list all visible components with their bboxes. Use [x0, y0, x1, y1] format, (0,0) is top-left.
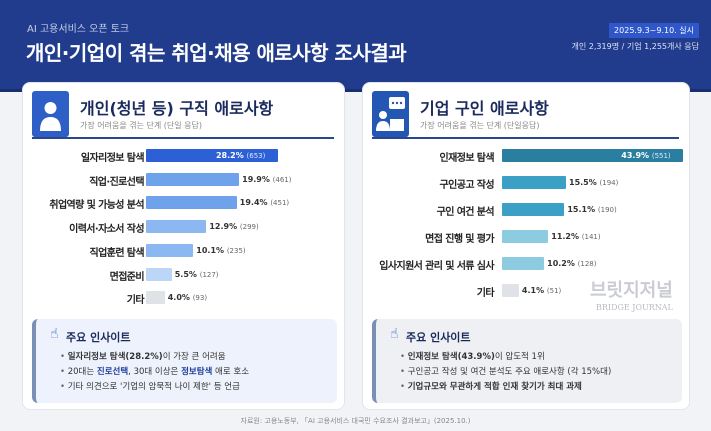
bar-value: 11.2% (141) [551, 232, 601, 241]
bar-label: 기타 [126, 295, 145, 307]
bar-value: 10.1% (235) [196, 245, 246, 255]
bar-value: 10.2% (128) [547, 259, 597, 268]
insight-item: 인재정보 탐색(43.9%)이 압도적 1위 [400, 350, 682, 362]
bar [146, 149, 278, 162]
insight-item: 구인공고 작성 및 여건 분석도 주요 애로사항 (각 15%대) [400, 365, 682, 377]
bar-value: 19.9% (461) [242, 174, 292, 184]
bar-value: 28.2% (653) [215, 151, 266, 160]
bar-label: 구인 여건 분석 [436, 207, 495, 218]
insight-item: 20대는 진로선택, 30대 이상은 정보탐색 애로 호소 [60, 365, 337, 377]
bar-label: 이력서·자소서 작성 [69, 224, 144, 236]
bar-label: 입사지원서 관리 및 서류 심사 [379, 261, 494, 272]
survey-date-badge: 2025.9.3~9.10. 실시 [609, 23, 699, 38]
source-footer: 자료원: 고용노동부, 「AI 고용서비스 대국민 수요조사 결과보고」(202… [240, 417, 471, 425]
insight-item: 기업규모와 무관하게 적합 인재 찾기가 최대 과제 [400, 380, 682, 392]
header-subtitle: AI 고용서비스 오픈 토크 [27, 24, 130, 35]
bar [146, 291, 165, 305]
bar [146, 267, 172, 281]
bar-label: 기타 [476, 288, 495, 299]
bar [502, 284, 519, 297]
bar-label: 직업훈련 탐색 [89, 247, 145, 259]
individual-card: 개인(청년 등) 구직 애로사항 가장 어려움을 겪는 단계 (단일 응답) 일… [22, 82, 345, 410]
bar [146, 220, 207, 234]
bar-value: 19.4% (451) [239, 198, 290, 208]
bar-value: 15.5% (194) [569, 178, 619, 187]
respondents-count: 개인 2,319명 / 기업 1,255개사 응답 [571, 42, 699, 51]
insight-item: 기타 의견으로 '기업의 암묵적 나이 제한' 등 언급 [60, 380, 337, 392]
bar-label: 직업·진로선택 [89, 176, 144, 188]
watermark-sub: BRIDGE JOURNAL [596, 303, 673, 312]
bar [502, 149, 684, 162]
bar [502, 176, 566, 189]
bar-label: 일자리정보 탐색 [80, 153, 145, 164]
bar-value: 4.1% (51) [521, 286, 562, 295]
insights-box: 주요 인사이트 일자리정보 탐색(28.2%)이 가장 큰 어려움 20대는 진… [32, 319, 337, 403]
bar-label: 면접준비 [109, 271, 145, 283]
bar [502, 257, 545, 270]
company-card: 기업 구인 애로사항 가장 어려움을 겪는 단계 (단일응답) 인재정보 탐색 4… [362, 82, 690, 410]
bar [146, 172, 240, 186]
insights-box: 주요 인사이트 인재정보 탐색(43.9%)이 압도적 1위 구인공고 작성 및… [372, 319, 682, 403]
insight-title: 주요 인사이트 [50, 326, 337, 345]
bar [502, 203, 565, 216]
header: AI 고용서비스 오픈 토크 개인·기업이 겪는 취업·채용 애로사항 조사결과… [0, 0, 711, 92]
bar-value: 4.0% (93) [167, 293, 208, 303]
card-subtitle: 가장 어려움을 겪는 단계 (단일응답) [420, 121, 540, 130]
watermark-logo: 브릿지저널 [590, 280, 673, 301]
bar-value: 12.9% (299) [209, 222, 259, 232]
insight-title: 주요 인사이트 [390, 326, 682, 345]
bar-label: 인재정보 탐색 [439, 153, 495, 164]
bar-value: 43.9% (551) [621, 151, 671, 160]
insight-item: 일자리정보 탐색(28.2%)이 가장 큰 어려움 [60, 350, 337, 362]
card-header: 개인(청년 등) 구직 애로사항 가장 어려움을 겪는 단계 (단일 응답) [32, 91, 334, 139]
bar-label: 면접 진행 및 평가 [425, 234, 494, 245]
card-title: 개인(청년 등) 구직 애로사항 [80, 99, 274, 118]
card-header: 기업 구인 애로사항 가장 어려움을 겪는 단계 (단일응답) [372, 91, 679, 139]
person-icon [32, 91, 69, 137]
page-title: 개인·기업이 겪는 취업·채용 애로사항 조사결과 [26, 41, 407, 65]
bar-value: 15.1% (190) [567, 205, 617, 214]
card-subtitle: 가장 어려움을 겪는 단계 (단일 응답) [80, 121, 202, 130]
bar-label: 취업역량 및 가능성 분석 [49, 200, 144, 212]
chat-person-icon [372, 91, 409, 137]
bar [146, 196, 237, 210]
card-title: 기업 구인 애로사항 [420, 99, 549, 118]
bar [146, 243, 194, 257]
bar-value: 5.5% (127) [174, 269, 219, 279]
bar [502, 230, 549, 243]
bar-label: 구인공고 작성 [439, 180, 495, 191]
